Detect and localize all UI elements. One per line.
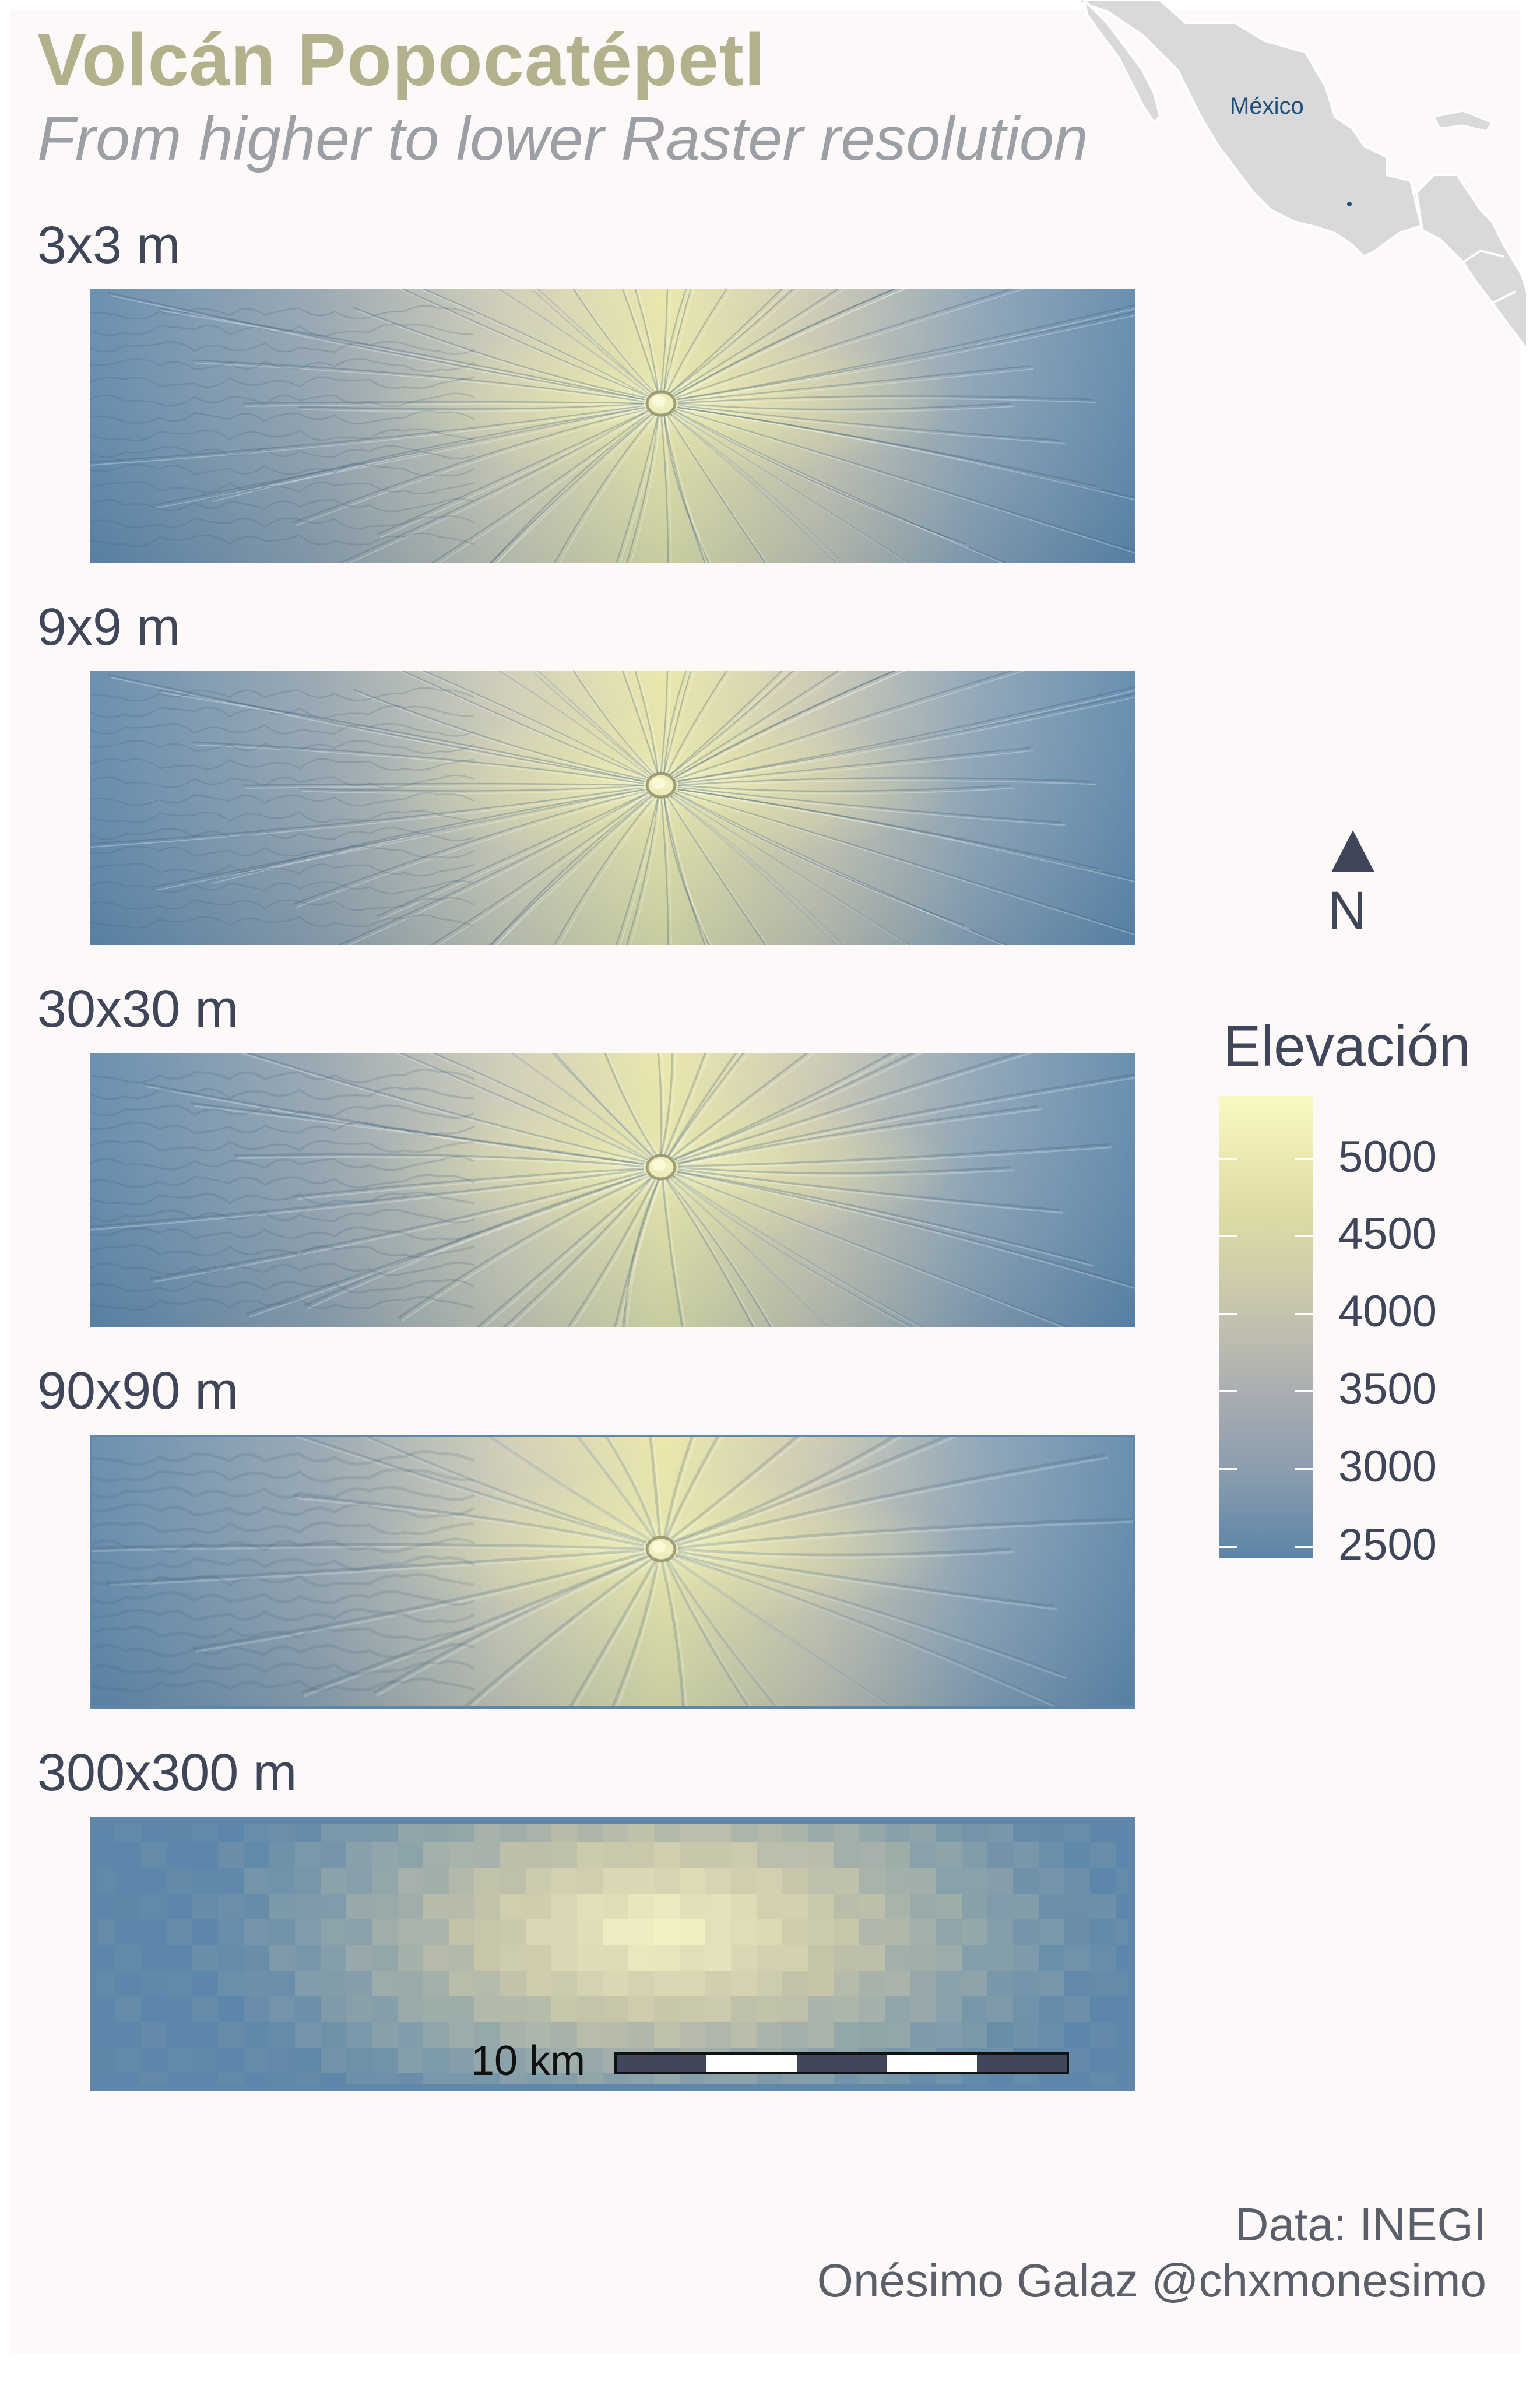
legend-tick-right	[1295, 1390, 1313, 1393]
legend-tick-label: 5000	[1338, 1132, 1437, 1182]
facet-label-30m: 30x30 m	[37, 980, 239, 1038]
author-credit: Onésimo Galaz @chxmonesimo	[817, 2254, 1486, 2306]
inset-locator-map: México	[1061, 0, 1528, 353]
map-title: Volcán Popocatépetl	[37, 19, 765, 101]
raster-300m	[90, 1817, 1135, 2091]
north-label: N	[1328, 881, 1367, 940]
legend-tick-right	[1295, 1235, 1313, 1238]
legend-tick-left	[1219, 1467, 1237, 1470]
legend-colorbar	[1219, 1096, 1313, 1558]
cuba-shape	[1432, 110, 1494, 132]
legend-title: Elevación	[1223, 1014, 1471, 1078]
legend-tick-left	[1219, 1546, 1237, 1548]
country-label: México	[1230, 93, 1304, 119]
legend-tick-right	[1295, 1158, 1313, 1160]
legend-tick-right	[1295, 1546, 1313, 1548]
legend-tick-label: 2500	[1338, 1520, 1437, 1570]
legend-tick-label: 3000	[1338, 1441, 1437, 1491]
data-source: Data: INEGI	[1235, 2199, 1486, 2250]
legend-tick-right	[1295, 1467, 1313, 1470]
facet-label-90m: 90x90 m	[37, 1362, 239, 1420]
facet-label-3m: 3x3 m	[37, 216, 181, 275]
raster-9m	[90, 671, 1135, 945]
facet-label-300m: 300x300 m	[37, 1744, 297, 1802]
north-arrow-icon	[1331, 830, 1374, 872]
legend-tick-left	[1219, 1313, 1237, 1315]
raster-30m	[90, 1053, 1135, 1327]
scale-bar	[614, 2052, 1069, 2074]
legend-tick-right	[1295, 1313, 1313, 1315]
raster-90m	[90, 1435, 1135, 1709]
legend-tick-left	[1219, 1158, 1237, 1160]
legend-tick-label: 4000	[1338, 1287, 1437, 1337]
map-subtitle: From higher to lower Raster resolution	[37, 104, 1088, 173]
scale-bar-label: 10 km	[471, 2038, 586, 2084]
mexico-shape	[1072, 0, 1471, 258]
legend-tick-label: 4500	[1338, 1209, 1437, 1259]
legend-tick-left	[1219, 1390, 1237, 1393]
legend-tick-label: 3500	[1338, 1364, 1437, 1414]
volcano-location-marker	[1347, 202, 1352, 206]
central-america-shape	[1415, 174, 1528, 353]
legend-tick-left	[1219, 1235, 1237, 1238]
facet-label-9m: 9x9 m	[37, 598, 181, 656]
baja-shape	[1082, 0, 1162, 125]
raster-3m	[90, 289, 1135, 563]
